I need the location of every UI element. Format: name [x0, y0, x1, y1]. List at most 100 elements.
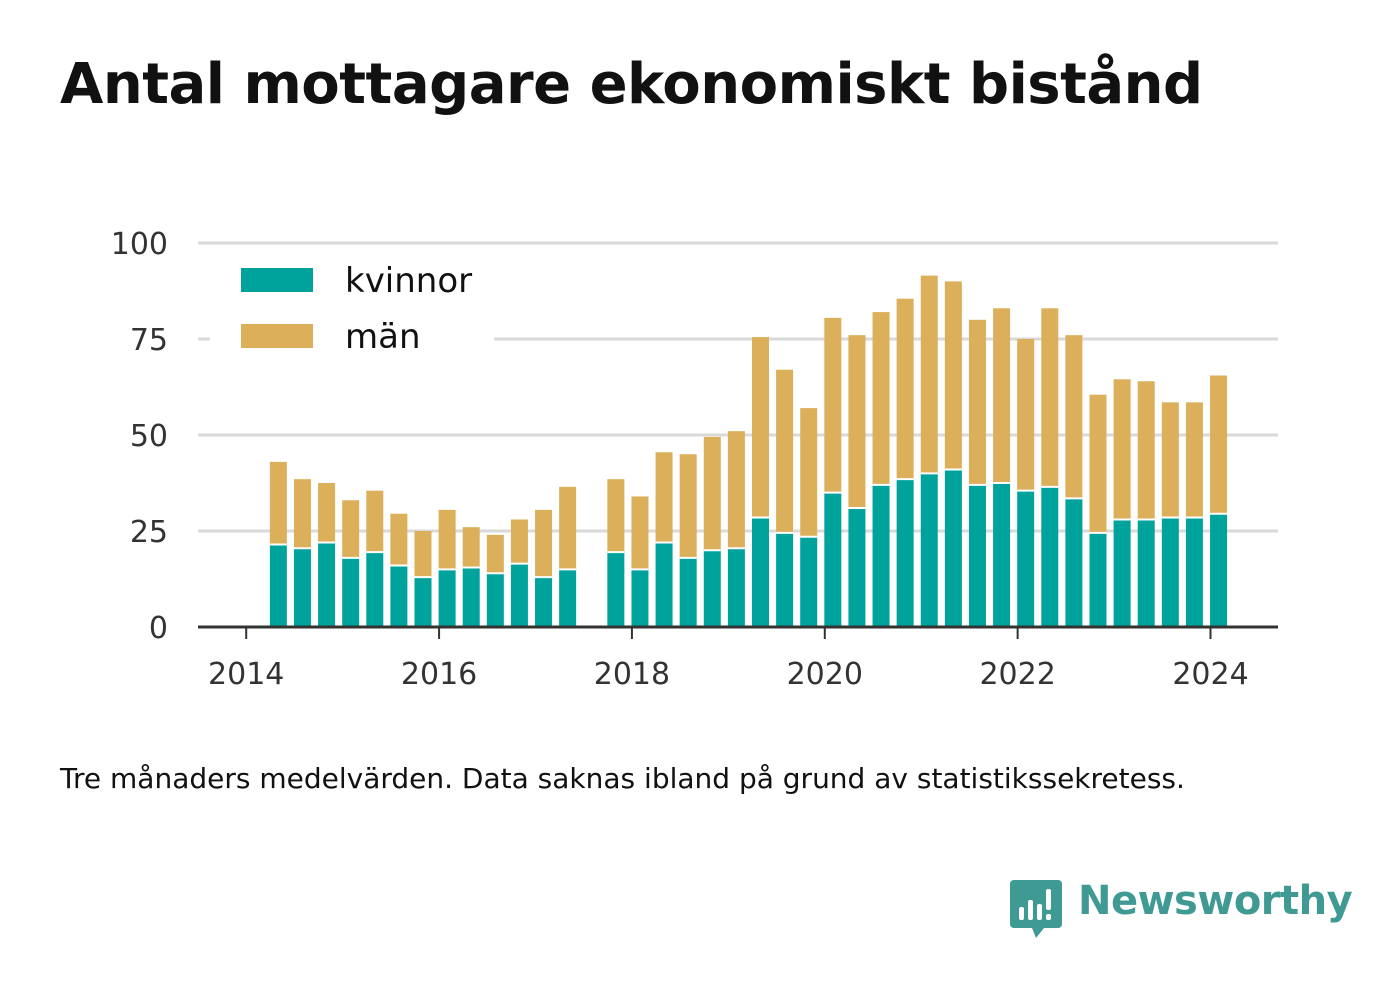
bar-kvinnor: [631, 569, 649, 627]
bar-kvinnor: [414, 577, 432, 627]
bar-kvinnor: [752, 517, 769, 627]
bar-kvinnor: [293, 548, 311, 627]
bar-kvinnor: [1089, 532, 1107, 627]
bar-kvinnor: [390, 565, 408, 627]
bar-kvinnor: [318, 542, 336, 627]
bar-kvinnor: [703, 550, 721, 627]
x-tick-label: 2016: [401, 657, 477, 692]
bar-man: [462, 527, 480, 568]
bar-man: [535, 509, 553, 578]
legend: kvinnor män: [210, 252, 494, 364]
bar-kvinnor: [1210, 513, 1228, 627]
bar-man: [679, 454, 697, 558]
bar-man: [269, 461, 287, 545]
bar-kvinnor: [727, 548, 745, 627]
bar-kvinnor: [535, 577, 553, 627]
y-tick-label: 25: [130, 515, 168, 550]
x-tick-label: 2014: [208, 657, 284, 692]
bar-series: [269, 275, 1228, 627]
bar-man: [1137, 381, 1155, 520]
bar-man: [655, 452, 673, 543]
bar-man: [944, 281, 962, 470]
bar-man: [703, 436, 721, 551]
bar-man: [414, 531, 432, 578]
bar-man: [486, 534, 504, 574]
bar-man: [727, 431, 745, 549]
y-tick-label: 75: [130, 323, 168, 358]
bar-man: [776, 369, 794, 533]
y-tick-label: 50: [130, 419, 168, 454]
bar-man: [366, 490, 384, 553]
bar-kvinnor: [486, 573, 504, 627]
bar-kvinnor: [1113, 519, 1131, 627]
bar-man: [848, 335, 866, 508]
bar-man: [968, 319, 986, 485]
bar-kvinnor: [800, 536, 818, 627]
bar-kvinnor: [342, 557, 360, 627]
bar-kvinnor: [993, 483, 1011, 627]
bar-man: [896, 298, 914, 480]
legend-label: män: [345, 317, 421, 357]
bar-kvinnor: [944, 469, 962, 627]
bar-man: [559, 486, 577, 570]
bar-kvinnor: [438, 569, 456, 627]
legend-swatch-kvinnor: [241, 268, 313, 292]
bar-kvinnor: [655, 542, 673, 627]
brand-name: Newsworthy: [1078, 878, 1353, 924]
bar-kvinnor: [1017, 490, 1035, 627]
bar-kvinnor: [1137, 519, 1155, 627]
bar-man: [293, 479, 311, 549]
bar-kvinnor: [607, 552, 625, 627]
bar-man: [1210, 375, 1228, 514]
bar-man: [1065, 335, 1083, 499]
bar-man: [510, 519, 528, 564]
bar-kvinnor: [679, 557, 697, 627]
bar-man: [438, 509, 456, 570]
legend-label: kvinnor: [345, 261, 472, 301]
bar-kvinnor: [872, 484, 890, 627]
x-tick-label: 2022: [979, 657, 1055, 692]
bar-kvinnor: [896, 479, 914, 627]
x-tick-label: 2020: [787, 657, 863, 692]
bar-kvinnor: [824, 492, 842, 627]
y-tick-label: 100: [111, 227, 168, 262]
brand-logo: Newsworthy: [1010, 878, 1353, 940]
bar-man: [800, 408, 818, 537]
bar-chart-speech-bubble-icon: [1010, 880, 1062, 938]
bar-man: [318, 483, 336, 543]
bar-man: [1017, 339, 1035, 491]
bar-man: [607, 479, 625, 553]
bar-man: [631, 496, 649, 570]
bar-kvinnor: [848, 507, 866, 627]
bar-kvinnor: [920, 473, 938, 627]
bar-man: [752, 337, 769, 518]
bar-man: [1113, 379, 1131, 520]
bar-kvinnor: [269, 544, 287, 627]
bar-kvinnor: [510, 563, 528, 627]
bar-man: [1161, 402, 1179, 518]
bar-kvinnor: [559, 569, 577, 627]
bar-kvinnor: [462, 567, 480, 627]
bar-man: [390, 513, 408, 566]
footnote: Tre månaders medelvärden. Data saknas ib…: [60, 762, 1185, 795]
x-tick-label: 2024: [1172, 657, 1248, 692]
bar-kvinnor: [1185, 517, 1203, 627]
bar-kvinnor: [968, 484, 986, 627]
legend-swatch-man: [241, 324, 313, 348]
bar-kvinnor: [776, 532, 794, 627]
axes: 0 25 50 75 100 2014 2016 2018 2020 2022 2024: [111, 227, 1278, 692]
chart-title: Antal mottagare ekonomiskt bistånd: [60, 52, 1203, 117]
bar-man: [1089, 394, 1107, 533]
bar-man: [872, 312, 890, 485]
bar-man: [1041, 308, 1059, 487]
y-tick-label: 0: [149, 611, 168, 646]
bar-kvinnor: [1161, 517, 1179, 627]
bar-kvinnor: [366, 552, 384, 627]
bar-kvinnor: [1065, 498, 1083, 627]
bar-man: [993, 308, 1011, 483]
x-tick-label: 2018: [594, 657, 670, 692]
bar-man: [342, 500, 360, 558]
bar-man: [1185, 402, 1203, 518]
bar-kvinnor: [1041, 486, 1059, 627]
